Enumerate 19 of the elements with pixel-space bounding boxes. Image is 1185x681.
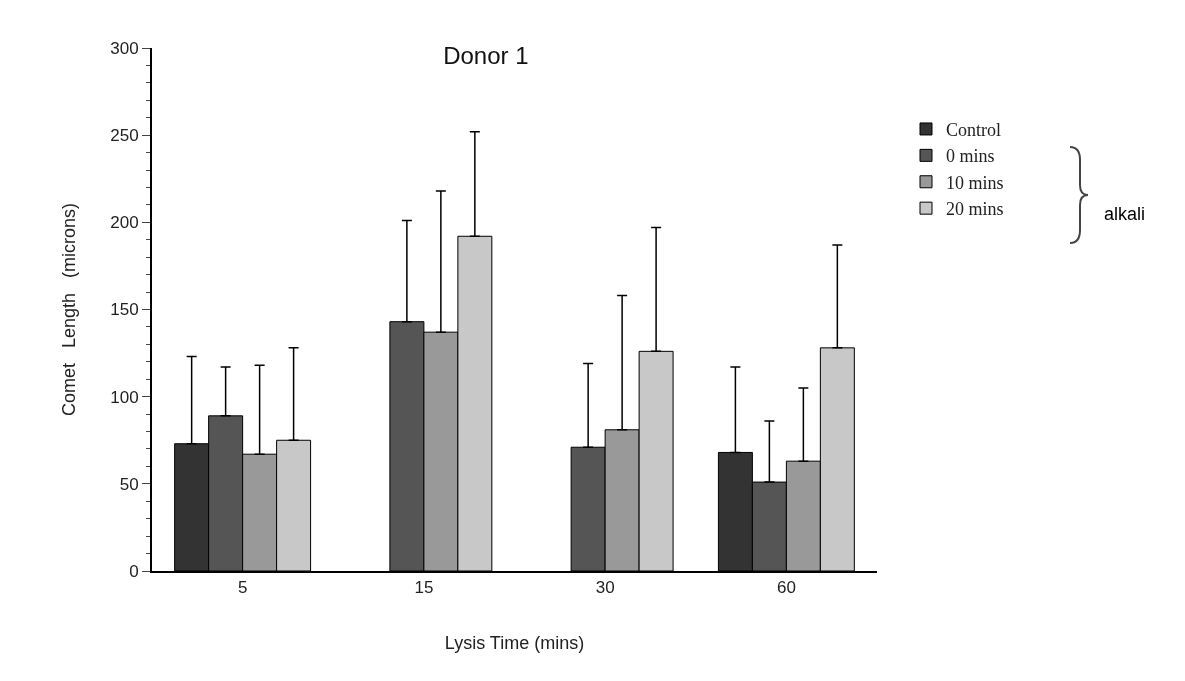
- legend-label: 10 mins: [946, 172, 1004, 193]
- y-axis-title: Comet Length (microns): [58, 202, 79, 417]
- legend-label: Control: [946, 119, 1002, 140]
- y-tick-label: 300: [110, 38, 139, 58]
- x-tick-label: 5: [237, 578, 248, 598]
- y-tick-label: 0: [129, 561, 139, 581]
- x-axis-title: Lysis Time (mins): [444, 633, 585, 653]
- x-tick-label: 30: [595, 578, 615, 598]
- x-tick-label: 15: [414, 578, 434, 598]
- y-tick-label: 200: [110, 213, 139, 233]
- chart-title: Donor 1: [443, 42, 529, 70]
- legend-label: 0 mins: [946, 146, 995, 167]
- y-tick-label: 100: [110, 387, 139, 407]
- y-tick-label: 250: [110, 126, 139, 146]
- legend-label: 20 mins: [946, 199, 1004, 220]
- y-tick-label: 150: [110, 300, 139, 320]
- y-tick-label: 50: [119, 474, 139, 494]
- text: alkali: [1104, 204, 1146, 224]
- x-tick-label: 60: [776, 578, 796, 598]
